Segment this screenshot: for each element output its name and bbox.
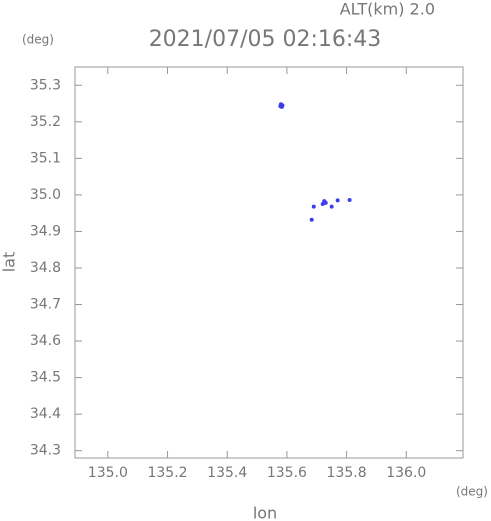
point	[309, 217, 314, 222]
x-tick-label: 135.8	[327, 465, 367, 481]
y-tick-label: 34.4	[30, 406, 61, 422]
x-axis-label: lon	[253, 504, 277, 521]
y-tick-label: 35.3	[30, 77, 61, 93]
chart-title: 2021/07/05 02:16:43	[149, 27, 382, 52]
x-tick-label: 136.0	[386, 465, 426, 481]
point	[279, 104, 284, 109]
y-axis-label: lat	[0, 252, 19, 273]
point	[311, 204, 316, 209]
y-tick-label: 34.9	[30, 223, 61, 239]
point	[347, 198, 352, 203]
y-tick-label: 34.3	[30, 443, 61, 459]
x-tick-label: 135.4	[207, 465, 247, 481]
annotation: ALT(km) 2.0	[340, 0, 435, 19]
plot-frame	[74, 66, 464, 459]
y-tick-label: 35.2	[30, 114, 61, 130]
y-unit: (deg)	[22, 33, 54, 47]
y-tick-label: 35.1	[30, 150, 61, 166]
x-tick-label: 135.0	[88, 465, 128, 481]
x-tick-label: 135.6	[267, 465, 307, 481]
y-tick-label: 34.7	[30, 297, 61, 313]
point	[323, 200, 328, 205]
x-unit: (deg)	[456, 485, 488, 499]
point	[329, 204, 334, 209]
y-tick-label: 34.5	[30, 370, 61, 386]
y-tick-label: 34.6	[30, 333, 61, 349]
x-tick-label: 135.2	[147, 465, 187, 481]
point	[335, 198, 340, 203]
y-tick-label: 35.0	[30, 187, 61, 203]
y-tick-label: 34.8	[30, 260, 61, 276]
